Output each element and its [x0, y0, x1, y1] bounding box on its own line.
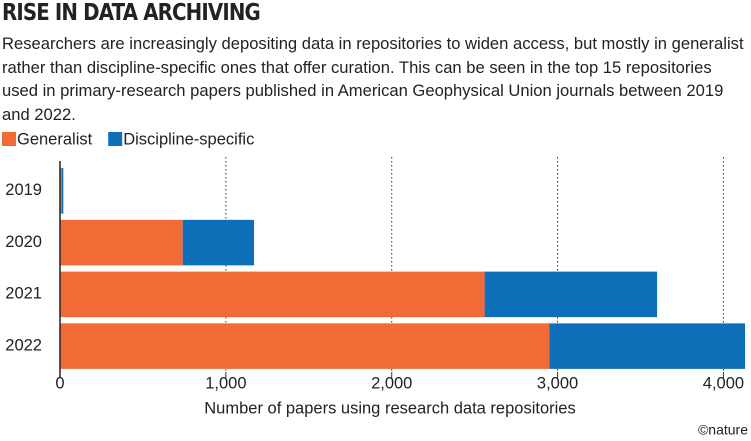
x-tick-label: 0	[55, 374, 64, 392]
x-tick-label: 2,000	[371, 374, 412, 392]
legend-swatch	[2, 132, 16, 146]
bar-segment	[182, 219, 255, 266]
bar-segment	[60, 219, 183, 266]
y-tick-label: 2019	[5, 181, 42, 199]
y-tick-label: 2020	[5, 233, 42, 251]
bar-segment	[60, 168, 62, 214]
bar-segment	[484, 271, 658, 318]
x-tick-label: 4,000	[703, 374, 744, 392]
bar-segment	[61, 168, 64, 214]
legend-label: Discipline-specific	[123, 130, 254, 148]
legend-swatch	[108, 132, 123, 146]
x-axis-label: Number of papers using research data rep…	[204, 399, 575, 417]
y-tick-label: 2021	[5, 285, 42, 303]
x-tick-label: 1,000	[205, 374, 246, 392]
legend-label: Generalist	[17, 130, 93, 148]
chart-title: RISE IN DATA ARCHIVING	[2, 0, 261, 26]
credit: ©nature	[698, 422, 748, 438]
x-tick-label: 3,000	[537, 374, 578, 392]
bar-segment	[60, 323, 550, 369]
bar-segment	[549, 323, 745, 369]
y-tick-label: 2022	[5, 336, 42, 354]
chart-subtitle: Researchers are increasingly depositing …	[2, 34, 744, 124]
bar-segment	[60, 271, 485, 318]
